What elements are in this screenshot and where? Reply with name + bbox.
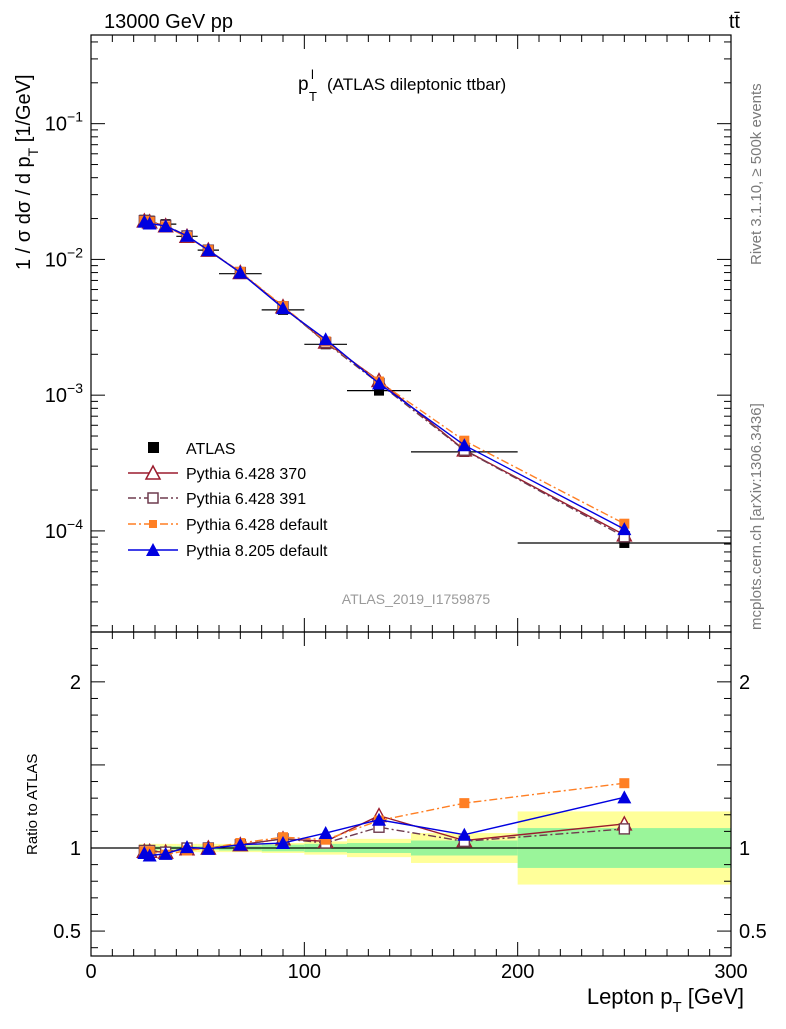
ratio-point-s3-4 bbox=[201, 841, 216, 855]
main-point-s0-10 bbox=[619, 537, 630, 548]
ratio-ytick-label-right-0: 2 bbox=[739, 672, 750, 694]
xlabel-sub: T bbox=[672, 999, 681, 1016]
ylabel-sub: T bbox=[25, 147, 41, 156]
ratio-point-s3-10 bbox=[617, 790, 632, 804]
legend-label-atlas: ATLAS bbox=[186, 441, 236, 458]
svg-text:1 / σ dσ / d pT [1/GeV]: 1 / σ dσ / d pT [1/GeV] bbox=[13, 74, 41, 270]
legend: ATLAS Pythia 6.428 370 Pythia 6.428 391 … bbox=[128, 441, 328, 560]
legend-label-p370: Pythia 6.428 370 bbox=[186, 466, 306, 483]
x-tick-label-0: 0 bbox=[85, 961, 96, 983]
ratio-point-s3-9 bbox=[457, 827, 472, 841]
x-axis-label: Lepton pT [GeV] bbox=[587, 984, 744, 1016]
x-tick-label-1: 100 bbox=[288, 961, 321, 983]
ratio-ytick-label-right-2: 0.5 bbox=[739, 921, 767, 943]
legend-label-p391: Pythia 6.428 391 bbox=[186, 491, 306, 508]
ylabel-prefix: 1 / σ dσ / d p bbox=[13, 156, 35, 270]
ylabel-suffix: [1/GeV] bbox=[13, 74, 35, 147]
main-point-s4-5 bbox=[233, 265, 248, 279]
main-point-s4-2 bbox=[158, 219, 173, 233]
main-y-axis-label: 1 / σ dσ / d pT [1/GeV] bbox=[13, 74, 41, 270]
ratio-point-s3-7 bbox=[318, 826, 333, 840]
ratio-point-s3-5 bbox=[233, 837, 248, 851]
mcplots-label: mcplots.cern.ch [arXiv:1306.3436] bbox=[748, 403, 765, 630]
title-rest: (ATLAS dileptonic ttbar) bbox=[327, 75, 506, 94]
main-point-s4-8 bbox=[372, 376, 386, 390]
ratio-plot-frame bbox=[90, 631, 732, 957]
legend-marker-p8default bbox=[146, 543, 160, 556]
ratio-ytick-label-left-0: 2 bbox=[70, 672, 81, 694]
ratio-y-axis-label: Ratio to ATLAS bbox=[24, 754, 41, 855]
xlabel-suffix: [GeV] bbox=[682, 984, 744, 1009]
main-point-s4-10 bbox=[617, 522, 632, 536]
main-ytick-label-0: 10−1 bbox=[45, 109, 83, 136]
title-superscript: l bbox=[311, 67, 314, 82]
main-point-s4-9 bbox=[457, 438, 472, 452]
ratio-ytick-label-left-2: 0.5 bbox=[53, 921, 81, 943]
analysis-watermark: ATLAS_2019_I1759875 bbox=[342, 591, 491, 607]
main-ytick-label-3: 10−4 bbox=[45, 516, 83, 543]
legend-marker-p370 bbox=[144, 464, 162, 480]
x-tick-label-3: 300 bbox=[714, 961, 747, 983]
legend-label-p8default: Pythia 8.205 default bbox=[186, 543, 328, 560]
ratio-point-s3-1 bbox=[142, 848, 157, 862]
ratio-point-s2-10 bbox=[619, 778, 630, 789]
ratio-point-s1-10 bbox=[618, 823, 631, 835]
ratio-point-s3-3 bbox=[180, 840, 194, 854]
main-ytick-label-1: 10−2 bbox=[45, 244, 83, 271]
main-point-s4-4 bbox=[201, 243, 216, 257]
main-point-s4-3 bbox=[180, 228, 194, 242]
process-label: tt̄ bbox=[729, 11, 741, 33]
title-main: p bbox=[298, 74, 309, 95]
main-point-s4-7 bbox=[318, 332, 333, 346]
legend-label-p6default: Pythia 6.428 default bbox=[186, 517, 328, 534]
legend-marker-p6default bbox=[149, 520, 157, 528]
xlabel-prefix: Lepton p bbox=[587, 984, 673, 1009]
title-subscript: T bbox=[309, 89, 317, 104]
ratio-point-s2-7 bbox=[320, 834, 331, 845]
x-tick-label-2: 200 bbox=[501, 961, 534, 983]
main-point-s4-1 bbox=[142, 216, 157, 230]
svg-text:Lepton pT [GeV]: Lepton pT [GeV] bbox=[587, 984, 744, 1016]
ratio-ytick-label-left-1: 1 bbox=[70, 838, 81, 860]
legend-marker-p391 bbox=[147, 492, 159, 504]
main-point-s4-6 bbox=[276, 301, 290, 315]
main-series-line-4 bbox=[144, 220, 625, 530]
main-point-s0-8 bbox=[374, 385, 384, 396]
rivet-version-label: Rivet 3.1.10, ≥ 500k events bbox=[748, 83, 765, 265]
energy-label: 13000 GeV pp bbox=[104, 11, 233, 33]
ratio-point-s3-8 bbox=[372, 812, 386, 826]
ratio-point-s3-6 bbox=[276, 836, 290, 850]
main-ytick-label-2: 10−3 bbox=[45, 380, 83, 407]
ratio-point-s2-9 bbox=[459, 798, 470, 809]
ratio-ytick-label-right-1: 1 bbox=[739, 838, 750, 860]
legend-marker-atlas bbox=[148, 442, 159, 453]
main-plot-title: p l T (ATLAS dileptonic ttbar) bbox=[298, 67, 506, 104]
ratio-point-s3-2 bbox=[158, 846, 173, 860]
